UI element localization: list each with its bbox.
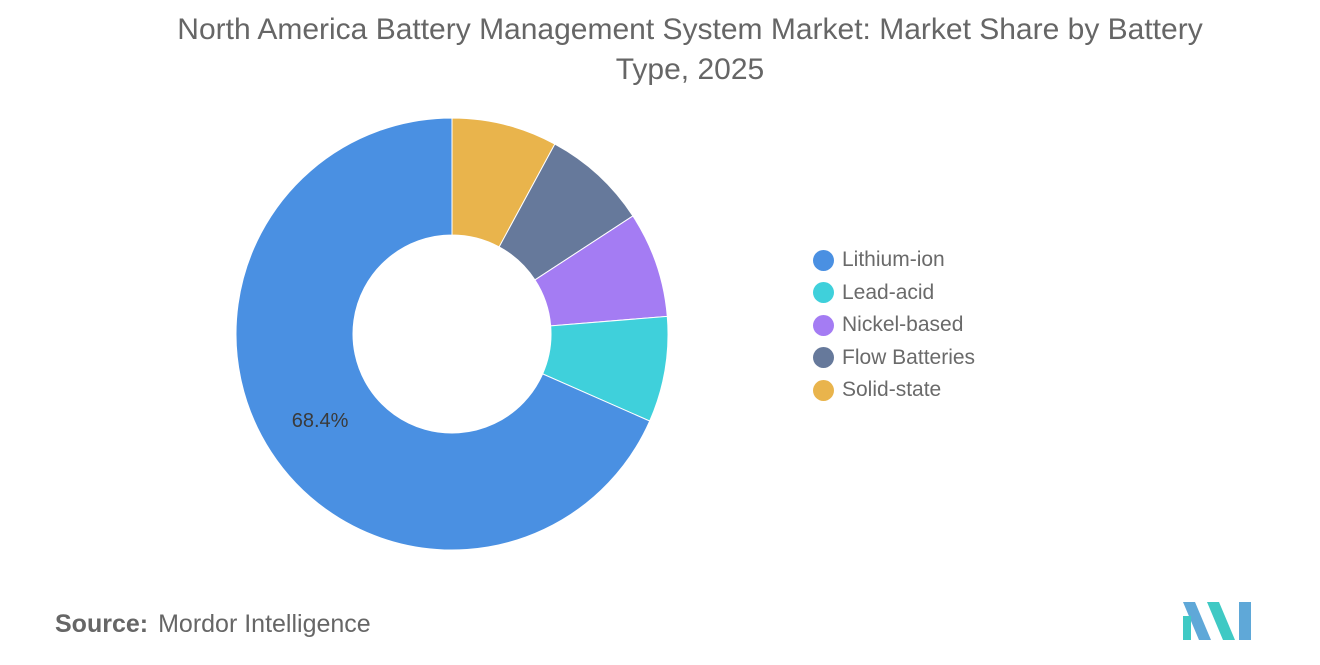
legend-swatch-flow-batteries — [813, 347, 834, 369]
donut-slices — [235, 117, 669, 551]
legend-label-flow-batteries: Flow Batteries — [842, 345, 976, 369]
legend: Lithium-ion Lead-acid Nickel-based Flow Bat… — [813, 244, 975, 407]
data-label-lithium-ion: 68.4% — [292, 410, 349, 432]
logo-left-shape — [1183, 602, 1211, 640]
mordor-intelligence-logo — [1183, 602, 1251, 640]
legend-label-nickel-based: Nickel-based — [842, 313, 964, 337]
legend-item-nickel-based: Nickel-based — [813, 309, 975, 342]
legend-label-lead-acid: Lead-acid — [842, 280, 935, 304]
logo-middle-shape — [1207, 602, 1235, 640]
source-label: Source: — [55, 610, 149, 638]
data-labels: 68.4% — [292, 410, 349, 432]
legend-swatch-lead-acid — [813, 282, 834, 304]
legend-item-solid-state: Solid-state — [813, 374, 975, 407]
slice-lithium-ion — [235, 117, 651, 551]
legend-item-lead-acid: Lead-acid — [813, 277, 975, 310]
source-value: Mordor Intelligence — [158, 610, 371, 638]
source-note: Source: Mordor Intelligence — [55, 610, 371, 639]
logo-left-bar — [1183, 616, 1191, 640]
legend-swatch-solid-state — [813, 379, 834, 401]
legend-label-solid-state: Solid-state — [842, 378, 942, 402]
logo-right-bar — [1239, 602, 1251, 640]
legend-label-lithium-ion: Lithium-ion — [842, 248, 945, 272]
legend-swatch-nickel-based — [813, 314, 834, 336]
legend-item-lithium-ion: Lithium-ion — [813, 244, 975, 277]
legend-item-flow-batteries: Flow Batteries — [813, 342, 975, 375]
chart-title: North America Battery Management System … — [177, 13, 1203, 86]
legend-swatch-lithium-ion — [813, 249, 834, 271]
